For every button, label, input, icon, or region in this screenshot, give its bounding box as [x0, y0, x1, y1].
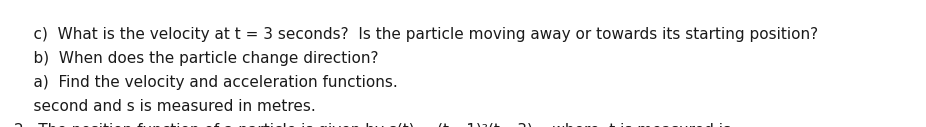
Text: a)  Find the velocity and acceleration functions.: a) Find the velocity and acceleration fu… [14, 75, 398, 90]
Text: b)  When does the particle change direction?: b) When does the particle change directi… [14, 51, 379, 66]
Text: c)  What is the velocity at t = 3 seconds?  Is the particle moving away or towar: c) What is the velocity at t = 3 seconds… [14, 27, 819, 42]
Text: second and s is measured in metres.: second and s is measured in metres. [14, 99, 316, 114]
Text: 2.  The position function of a particle is given by s(t) = (t – 1)²(t – 3) ,  wh: 2. The position function of a particle i… [14, 123, 731, 127]
